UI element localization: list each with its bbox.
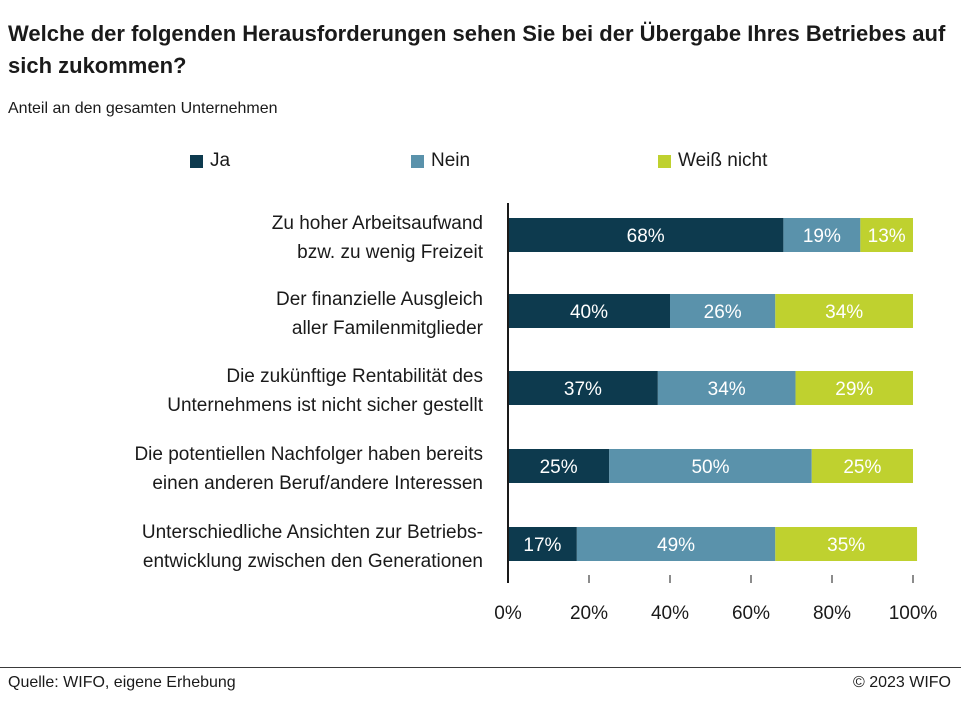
legend-item-ja: Ja (190, 150, 230, 172)
bar-segment (775, 527, 918, 561)
data-label: 17% (523, 535, 561, 556)
data-label: 50% (691, 457, 729, 478)
bar-segment (811, 449, 913, 483)
stacked-bar-chart: Zu hoher Arbeitsaufwand bzw. zu wenig Fre… (134, 203, 938, 624)
legend-label-weiss-nicht: Weiß nicht (678, 150, 768, 171)
x-tick-label: 100% (889, 603, 938, 624)
data-label: 26% (704, 302, 742, 323)
footer-divider (0, 667, 961, 668)
category-label: Unterschiedliche Ansichten zur Betriebs- (142, 522, 483, 543)
bar-segment (783, 218, 861, 252)
x-tick-label: 80% (813, 603, 851, 624)
legend-swatch-nein (411, 154, 424, 168)
bar-segment (508, 527, 577, 561)
x-tick-label: 60% (732, 603, 770, 624)
data-label: 68% (627, 226, 665, 247)
copyright-note: © 2023 WIFO (852, 674, 951, 691)
data-label: 35% (827, 535, 865, 556)
bar-segment (508, 449, 610, 483)
data-label: 13% (868, 226, 906, 247)
bar-segment (657, 371, 796, 405)
legend-label-nein: Nein (431, 150, 471, 171)
category-label: aller Familenmitglieder (292, 318, 484, 339)
data-label: 49% (657, 535, 695, 556)
bar-segment (860, 218, 913, 252)
data-label: 29% (835, 379, 873, 400)
data-label: 34% (825, 302, 863, 323)
data-label: 19% (803, 226, 841, 247)
bar-segment (508, 218, 784, 252)
bar-segment (508, 294, 670, 328)
data-label: 34% (708, 379, 746, 400)
x-tick-label: 20% (570, 603, 608, 624)
legend-item-nein: Nein (411, 150, 470, 172)
category-label: Zu hoher Arbeitsaufwand (272, 213, 483, 234)
data-label: 37% (564, 379, 602, 400)
category-label: Die potentiellen Nachfolger haben bereit… (134, 444, 483, 465)
bar-segment (670, 294, 776, 328)
category-label: einen anderen Beruf/andere Interessen (152, 473, 483, 494)
bar-segment (609, 449, 812, 483)
bar-segment (508, 371, 658, 405)
chart-title: Welche der folgenden Herausforderungen s… (8, 21, 946, 78)
bar-segment (576, 527, 776, 561)
legend: Ja Nein Weiß nicht (0, 150, 961, 178)
data-label: 25% (540, 457, 578, 478)
category-label: Unternehmens ist nicht sicher gestellt (167, 395, 483, 416)
category-label: bzw. zu wenig Freizeit (297, 242, 484, 263)
source-note: Quelle: WIFO, eigene Erhebung (8, 674, 236, 691)
chart-subtitle: Anteil an den gesamten Unternehmen (8, 100, 278, 117)
data-label: 40% (570, 302, 608, 323)
legend-swatch-weiss-nicht (658, 154, 671, 168)
x-tick-label: 40% (651, 603, 689, 624)
legend-swatch-ja (190, 154, 203, 168)
legend-label-ja: Ja (210, 150, 231, 171)
x-tick-label: 0% (494, 603, 522, 624)
category-label: Der finanzielle Ausgleich (276, 289, 483, 310)
bar-segment (775, 294, 913, 328)
data-label: 25% (843, 457, 881, 478)
bar-segment (795, 371, 913, 405)
category-label: Die zukünftige Rentabilität des (226, 366, 483, 387)
category-label: entwicklung zwischen den Generationen (143, 551, 483, 572)
legend-item-weiss-nicht: Weiß nicht (658, 150, 767, 172)
